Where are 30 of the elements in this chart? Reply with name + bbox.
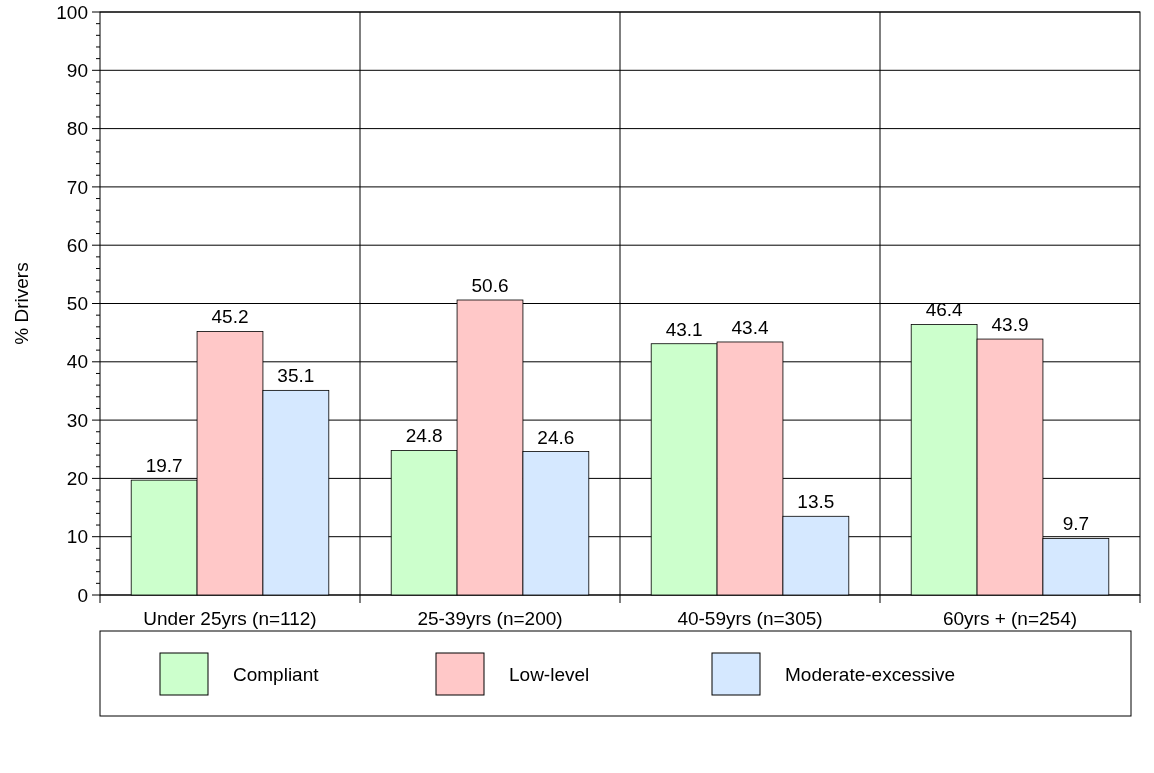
data-label: 9.7 <box>1062 513 1090 535</box>
data-label: 24.6 <box>537 426 575 448</box>
y-tick-label: 20 <box>66 468 88 490</box>
x-tick-label: Under 25yrs (n=112) <box>143 608 317 629</box>
data-label: 43.1 <box>665 318 703 340</box>
y-axis-title: % Drivers <box>11 262 32 345</box>
legend-label: Moderate-excessive <box>785 663 956 685</box>
data-label: 43.4 <box>731 316 769 338</box>
data-label: 35.1 <box>277 365 315 387</box>
legend-label: Low-level <box>509 663 590 685</box>
x-tick-label: 40-59yrs (n=305) <box>677 608 823 629</box>
data-label: 19.7 <box>145 455 183 477</box>
data-label: 13.5 <box>797 491 835 513</box>
data-label: 50.6 <box>471 275 509 296</box>
x-tick-label: 60yrs + (n=254) <box>942 608 1078 629</box>
y-tick-label: 100 <box>56 1 88 23</box>
legend-label: Compliant <box>233 663 320 685</box>
data-label: 45.2 <box>211 306 249 328</box>
data-label: 24.8 <box>405 425 443 447</box>
y-tick-label: 80 <box>66 118 88 140</box>
y-tick-label: 30 <box>66 409 88 431</box>
y-tick-label: 0 <box>77 584 88 606</box>
y-tick-label: 40 <box>66 351 88 373</box>
y-tick-label: 50 <box>66 293 88 315</box>
y-tick-label: 60 <box>66 234 88 256</box>
y-tick-label: 10 <box>66 526 88 548</box>
y-tick-label: 90 <box>66 59 88 81</box>
x-tick-label: 25-39yrs (n=200) <box>417 608 563 629</box>
y-tick-label: 70 <box>66 176 88 198</box>
data-label: 43.9 <box>991 314 1029 336</box>
